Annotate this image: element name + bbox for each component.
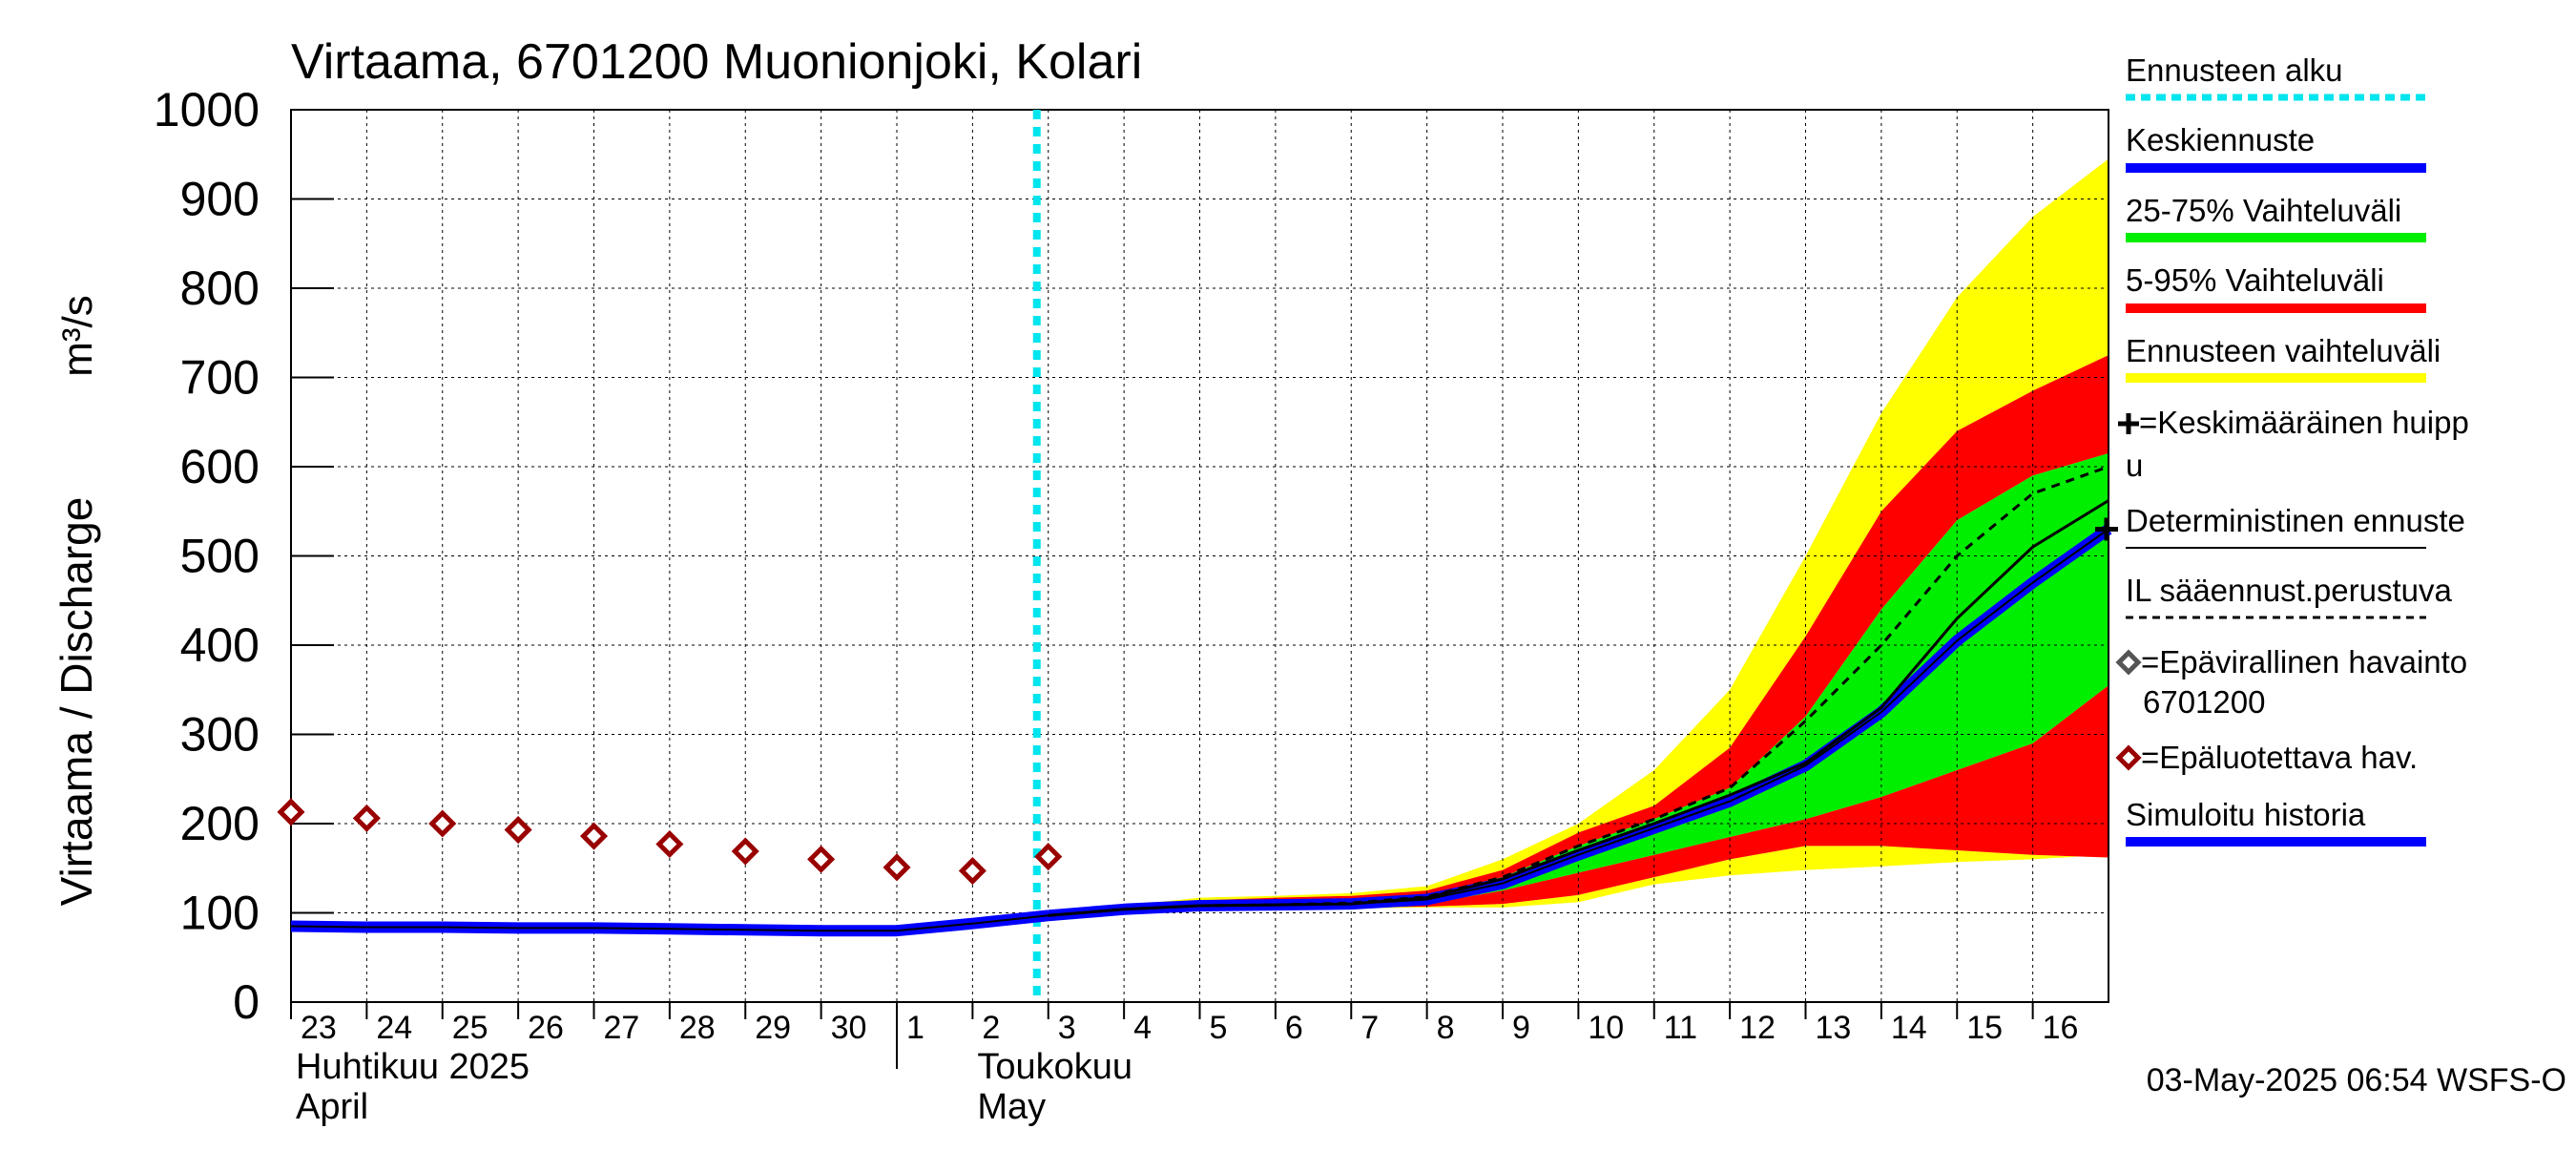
observation-point — [277, 798, 305, 826]
x-tick-label: 26 — [528, 1010, 564, 1046]
observation-point — [731, 837, 759, 866]
band-5-95-lower — [897, 685, 2109, 930]
x-tick-label: 4 — [1133, 1010, 1152, 1046]
x-tick-label: 12 — [1739, 1010, 1776, 1046]
series-line — [1048, 465, 2109, 917]
x-tick-label: 29 — [755, 1010, 791, 1046]
x-tick-label: 15 — [1966, 1010, 2003, 1046]
y-tick-label: 800 — [180, 261, 260, 315]
month-label-en: May — [977, 1087, 1046, 1127]
series-line-overlay — [290, 914, 1049, 932]
legend-label-cont: 6701200 — [2143, 684, 2265, 720]
legend-diamond-icon — [2115, 649, 2142, 676]
x-tick-label: 9 — [1512, 1010, 1530, 1046]
observation-point — [807, 845, 836, 873]
legend-label: IL sääennust.perustuva — [2126, 573, 2452, 608]
x-tick-label: 28 — [679, 1010, 716, 1046]
y-axis: 0 100 200 300 400 500 600 700 800 900 1000 — [154, 83, 334, 1029]
x-tick-label: 14 — [1891, 1010, 1927, 1046]
observation-point — [428, 809, 457, 838]
y-tick-label: 300 — [180, 708, 260, 762]
x-tick-label: 11 — [1664, 1010, 1697, 1046]
observation-point — [579, 822, 609, 850]
x-tick-label: 6 — [1285, 1010, 1303, 1046]
x-tick-label: 25 — [452, 1010, 488, 1046]
legend-label: Deterministinen ennuste — [2126, 503, 2465, 538]
legend-label: 25-75% Vaihteluväli — [2126, 193, 2401, 228]
x-tick-label: 7 — [1361, 1010, 1379, 1046]
x-tick-label: 1 — [906, 1010, 924, 1046]
band-25-75 — [897, 453, 2109, 930]
observation-point — [883, 853, 911, 882]
y-tick-label: 200 — [180, 797, 260, 850]
legend-label: Keskiennuste — [2126, 122, 2315, 157]
x-tick-label: 30 — [831, 1010, 867, 1046]
legend-label: =Keskimääräinen huipp — [2139, 405, 2469, 440]
legend-label: Ennusteen vaihteluväli — [2126, 333, 2441, 368]
x-tick-label: 13 — [1816, 1010, 1852, 1046]
y-tick-label: 400 — [180, 618, 260, 672]
legend: Ennusteen alku Keskiennuste 25-75% Vaihtel… — [2115, 52, 2469, 847]
series-line-overlay — [1048, 528, 2109, 917]
series-lines — [290, 465, 2118, 937]
observation-point — [352, 804, 381, 832]
month-label: Huhtikuu 2025 — [296, 1047, 530, 1087]
y-axis-unit: m³/s — [54, 295, 101, 377]
timestamp: 03-May-2025 06:54 WSFS-O — [2147, 1062, 2566, 1098]
legend-label: Ennusteen alku — [2126, 52, 2343, 88]
x-tick-label: 24 — [376, 1010, 412, 1046]
legend-label: Simuloitu historia — [2126, 797, 2366, 832]
observation-point — [655, 829, 684, 859]
observation-point — [958, 857, 987, 886]
unreliable-observations — [277, 798, 1063, 886]
legend-plus-icon — [2118, 413, 2139, 434]
x-axis: 23 24 25 26 27 28 29 30 1 2 3 4 5 6 7 8 9 10 11 12 13 14 15 16H… — [290, 1002, 2079, 1127]
x-tick-label: 3 — [1058, 1010, 1076, 1046]
observation-point — [504, 816, 532, 845]
y-tick-label: 600 — [180, 440, 260, 493]
y-tick-label: 0 — [233, 975, 260, 1029]
legend-label-cont: u — [2126, 448, 2143, 483]
legend-label: 5-95% Vaihteluväli — [2126, 262, 2384, 298]
x-tick-label: 16 — [2043, 1010, 2079, 1046]
y-tick-label: 700 — [180, 351, 260, 405]
chart-title: Virtaama, 6701200 Muonionjoki, Kolari — [291, 34, 1142, 90]
legend-diamond-icon — [2115, 744, 2142, 771]
legend-label: =Epävirallinen havainto — [2141, 644, 2467, 680]
mean-peak-marker — [2095, 517, 2118, 541]
observation-point — [1034, 843, 1063, 871]
x-tick-label: 2 — [982, 1010, 1000, 1046]
x-tick-label: 27 — [604, 1010, 640, 1046]
x-tick-label: 23 — [301, 1010, 337, 1046]
x-tick-label: 8 — [1437, 1010, 1455, 1046]
x-tick-label: 5 — [1210, 1010, 1228, 1046]
y-tick-label: 100 — [180, 887, 260, 940]
x-tick-label: 10 — [1588, 1010, 1624, 1046]
y-tick-label: 1000 — [154, 83, 260, 136]
y-axis-label: Virtaama / Discharge — [52, 497, 101, 907]
month-label-en: April — [296, 1087, 368, 1127]
y-tick-label: 900 — [180, 173, 260, 226]
y-tick-label: 500 — [180, 530, 260, 583]
month-label: Toukokuu — [977, 1047, 1132, 1087]
legend-label: =Epäluotettava hav. — [2141, 740, 2418, 775]
